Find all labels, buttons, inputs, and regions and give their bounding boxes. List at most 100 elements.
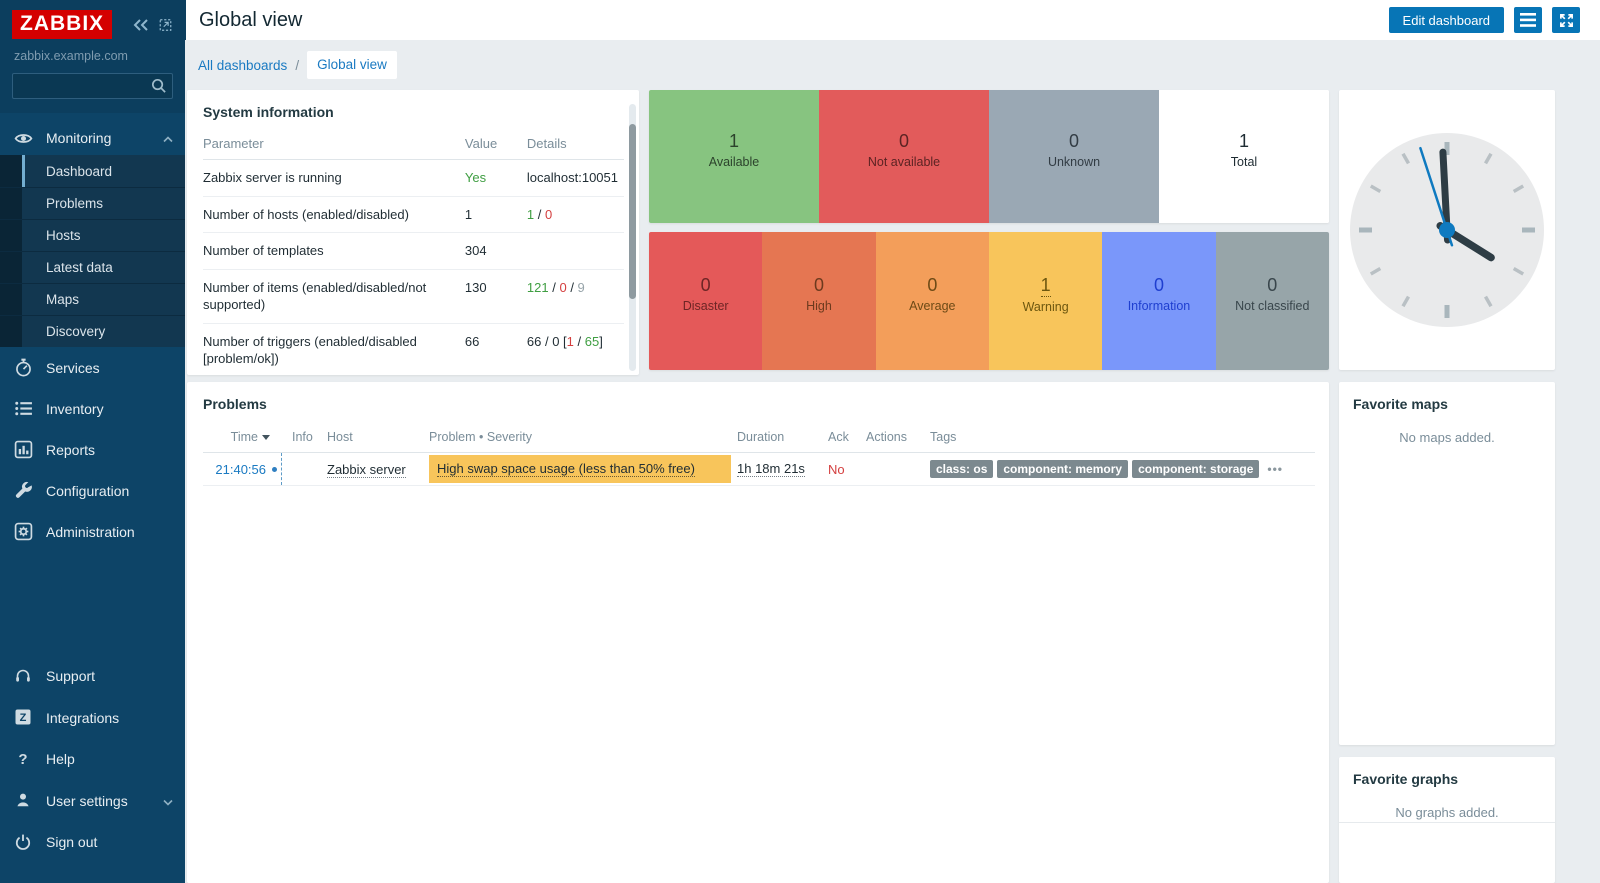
column-duration[interactable]: Duration — [737, 430, 785, 444]
stat-count: 0 — [813, 275, 824, 295]
sidebar-item-support[interactable]: Support — [0, 656, 185, 698]
column-info[interactable]: Info — [292, 430, 313, 444]
availability-cell-total: 1 Total — [1159, 90, 1329, 223]
sidebar-item-label: User settings — [46, 792, 128, 809]
table-row: Number of templates 304 — [203, 232, 624, 270]
system-information-table: Parameter Value Details Zabbix server is… — [203, 130, 624, 375]
search-input[interactable] — [12, 73, 173, 100]
sidebar-item-maps[interactable]: Maps — [0, 283, 185, 315]
stat-label: Total — [1230, 154, 1258, 169]
problem-host-cell: Zabbix server — [327, 461, 429, 478]
stat-count: 0 — [1267, 275, 1278, 295]
widget-title: Favorite maps — [1353, 396, 1448, 412]
detail-segment: / — [534, 206, 545, 222]
clock-tick — [1369, 184, 1382, 194]
svg-text:?: ? — [18, 751, 27, 768]
sidebar-menu: Monitoring Dashboard Problems Hosts Latest d… — [0, 121, 185, 552]
server-name: zabbix.example.com — [14, 49, 128, 64]
parameter-cell: Number of templates — [203, 232, 465, 270]
favorite-maps-widget: Favorite maps No maps added. — [1339, 382, 1555, 745]
compact-view-icon[interactable] — [158, 18, 173, 32]
details-cell: 121 / 0 / 9 — [526, 269, 624, 324]
value-cell: 66 — [464, 323, 527, 375]
page-title: Global view — [199, 8, 303, 31]
tag-chip[interactable]: class: os — [930, 460, 994, 478]
sidebar-item-administration[interactable]: Administration — [0, 511, 185, 552]
search-icon[interactable] — [150, 77, 167, 99]
sidebar-item-problems[interactable]: Problems — [0, 187, 185, 219]
problem-link[interactable]: High swap space usage (less than 50% fre… — [437, 461, 695, 477]
stat-label: Not classified — [1235, 299, 1310, 313]
chevron-up-icon — [163, 130, 173, 146]
chevron-down-icon — [163, 793, 173, 809]
table-row: Number of items (enabled/disabled/not su… — [203, 269, 624, 324]
breadcrumb-all-dashboards[interactable]: All dashboards — [198, 57, 288, 73]
severity-cell-not-classified: 0 Not classified — [1215, 232, 1329, 370]
edit-dashboard-button[interactable]: Edit dashboard — [1388, 7, 1504, 33]
duration-link[interactable]: 1h 18m 21s — [737, 461, 805, 477]
timeline-separator — [281, 453, 282, 485]
sidebar-item-label: Reports — [46, 441, 96, 458]
timeline-cell — [270, 453, 292, 485]
sidebar-item-monitoring[interactable]: Monitoring — [0, 121, 185, 155]
column-ack[interactable]: Ack — [828, 430, 849, 444]
more-tags-button[interactable]: ••• — [1267, 462, 1284, 476]
clock-center-dot — [1439, 222, 1455, 238]
sidebar-item-sign-out[interactable]: Sign out — [0, 822, 185, 864]
breadcrumb-current[interactable]: Global view — [317, 57, 387, 72]
clock-tick — [1401, 295, 1411, 308]
zabbix-logo[interactable]: ZABBIX — [12, 10, 113, 40]
sidebar-item-label: Administration — [46, 523, 135, 540]
breadcrumb: All dashboards / Global view — [185, 40, 1600, 90]
analog-clock — [1350, 133, 1544, 327]
details-cell — [526, 232, 624, 270]
stat-count[interactable]: 1 — [1040, 274, 1051, 297]
column-host[interactable]: Host — [327, 430, 353, 444]
availability-cell-unknown: 0 Unknown — [989, 90, 1159, 223]
host-link[interactable]: Zabbix server — [327, 461, 406, 478]
breadcrumb-separator: / — [295, 57, 300, 73]
sidebar-item-hosts[interactable]: Hosts — [0, 219, 185, 251]
sidebar-item-reports[interactable]: Reports — [0, 429, 185, 470]
stat-count: 1 — [1238, 130, 1249, 151]
stopwatch-icon — [14, 358, 33, 377]
sidebar-item-inventory[interactable]: Inventory — [0, 388, 185, 429]
stat-count: 0 — [898, 130, 909, 151]
sidebar-item-integrations[interactable]: Z Integrations — [0, 697, 185, 739]
sidebar-item-help[interactable]: ? Help — [0, 739, 185, 781]
detail-segment: 65 — [584, 333, 600, 349]
dashboard-menu-button[interactable] — [1514, 7, 1542, 33]
severity-cell-disaster: 0 Disaster — [649, 232, 763, 370]
sidebar-item-discovery[interactable]: Discovery — [0, 315, 185, 347]
sidebar-submenu: Dashboard Problems Hosts Latest data Maps Dis… — [0, 155, 185, 348]
detail-segment: 66 / 0 [ — [526, 333, 567, 349]
main-area: Global view Edit dashboard All dashboard… — [185, 0, 1600, 883]
column-actions[interactable]: Actions — [866, 430, 907, 444]
detail-segment: 1 — [566, 333, 574, 349]
favorite-graphs-widget: Favorite graphs No graphs added. — [1339, 757, 1555, 883]
question-icon: ? — [14, 750, 33, 769]
column-time[interactable]: Time — [203, 424, 270, 452]
severity-cell-warning: 1 Warning — [988, 232, 1103, 370]
scrollbar-thumb[interactable] — [629, 124, 636, 299]
problem-time-link[interactable]: 21:40:56 — [215, 461, 266, 477]
sidebar-item-services[interactable]: Services — [0, 347, 185, 388]
tag-chip[interactable]: component: storage — [1132, 460, 1260, 478]
scrollbar[interactable] — [629, 104, 636, 371]
tag-chip[interactable]: component: memory — [997, 460, 1129, 478]
sidebar-footer-menu: Support Z Integrations? Help User settings Si… — [0, 656, 185, 864]
sidebar-item-dashboard[interactable]: Dashboard — [0, 155, 185, 188]
parameter-cell: Number of items (enabled/disabled/not su… — [203, 269, 465, 324]
host-availability-widget: 1 Available 0 Not available 0 Unknown 1 Total — [649, 90, 1329, 223]
sidebar-item-latest-data[interactable]: Latest data — [0, 251, 185, 283]
collapse-sidebar-icon[interactable] — [133, 18, 149, 32]
empty-message: No maps added. — [1399, 430, 1495, 445]
stat-label: Available — [708, 154, 760, 169]
sidebar-item-user-settings[interactable]: User settings — [0, 780, 185, 822]
problem-ack-cell[interactable]: No — [828, 461, 845, 477]
sidebar-item-configuration[interactable]: Configuration — [0, 470, 185, 511]
column-tags[interactable]: Tags — [930, 430, 957, 444]
fullscreen-icon[interactable] — [1552, 7, 1580, 33]
column-problem-severity[interactable]: Problem • Severity — [429, 430, 533, 444]
stat-count: 0 — [700, 275, 711, 295]
